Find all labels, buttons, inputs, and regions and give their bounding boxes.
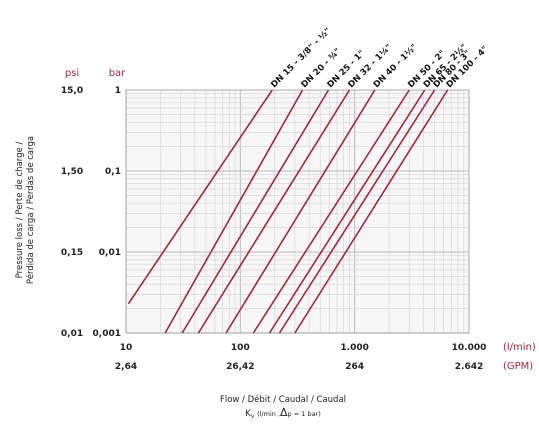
x-tick-labels: 10 2,64 100 26,42 1.000 264 10.000 2.642 (115, 343, 486, 372)
x-unit-secondary: (GPM) (503, 361, 533, 372)
x-tick-lmin-1: 10 (120, 343, 133, 353)
x-tick-lmin-2: 100 (231, 343, 250, 353)
y-axis-title-line2: Pérdida de carga / Perdas de carga (25, 136, 36, 284)
x-tick-lmin-4: 10.000 (452, 343, 487, 353)
x-axis-title-line1: Flow / Débit / Caudal / Caudal (220, 394, 346, 405)
kv-paren: (l/min , (257, 410, 280, 418)
y-unit-bar: bar (109, 68, 126, 79)
y-tick-bar-2: 0,1 (105, 167, 121, 177)
y-tick-psi-3: 0,15 (61, 248, 83, 258)
y-tick-bar-3: 0,01 (99, 248, 121, 258)
y-unit-psi: psi (65, 68, 79, 79)
y-axis-title-line1: Pressure loss / Perte de charge / (15, 142, 25, 279)
x-axis-title-line2: Kv (l/min ,Δp = 1 bar) (245, 406, 321, 420)
y-tick-psi-1: 15,0 (61, 86, 83, 96)
y-tick-psi-2: 1,50 (61, 167, 83, 177)
series-labels: DN 15 - 3/8" - ½"DN 20 - ¾"DN 25 - 1"DN … (269, 25, 491, 90)
x-unit-primary: (l/min) (503, 342, 536, 353)
x-tick-gpm-4: 2.642 (455, 362, 483, 372)
x-tick-lmin-3: 1.000 (340, 343, 368, 353)
y-tick-bar-1: 1 (115, 86, 121, 96)
x-tick-gpm-1: 2,64 (115, 362, 137, 372)
kv-condition: p = 1 bar) (288, 410, 321, 418)
x-tick-gpm-2: 26,42 (226, 362, 254, 372)
y-tick-bar-4: 0,001 (93, 329, 121, 339)
y-tick-labels: 1 15,0 0,1 1,50 0,01 0,15 0,001 0,01 (61, 86, 121, 339)
chart-grid (126, 90, 469, 333)
y-tick-psi-4: 0,01 (61, 329, 83, 339)
x-tick-gpm-3: 264 (345, 362, 364, 372)
